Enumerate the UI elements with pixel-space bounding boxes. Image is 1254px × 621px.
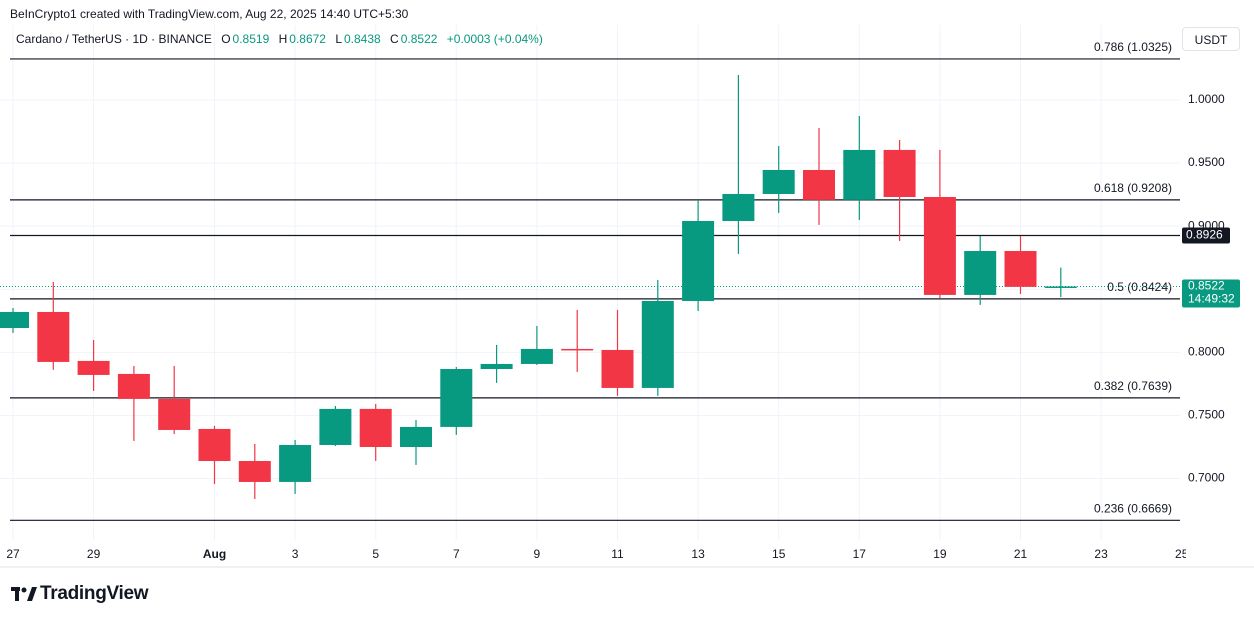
x-tick-label: 5	[372, 547, 379, 561]
candle-body	[0, 311, 29, 328]
x-tick-label: 17	[853, 547, 867, 561]
ohlc-label: C	[390, 32, 399, 46]
candle-body	[923, 197, 956, 295]
x-tick-label: 15	[772, 547, 786, 561]
y-tick-label: 0.7500	[1188, 408, 1225, 422]
ohlc-label: H	[278, 32, 288, 46]
brand-name: TradingView	[40, 583, 149, 604]
fib-label: 0.786 (1.0325)	[1094, 40, 1172, 54]
x-tick-label: 11	[611, 547, 624, 561]
y-tick-label: 1.0000	[1188, 92, 1225, 106]
candle-body	[37, 311, 70, 362]
y-tick-label: 0.9500	[1188, 155, 1225, 169]
candle-body	[1044, 286, 1077, 288]
x-tick-label: 19	[933, 547, 947, 561]
y-tick-label: 0.8000	[1188, 345, 1225, 359]
symbol: Cardano / TetherUS · 1D · BINANCE	[16, 32, 212, 46]
ohlc-label: O	[221, 32, 231, 46]
candle-body	[601, 349, 634, 388]
change: +0.0003 (+0.04%)	[446, 32, 543, 46]
x-tick-label: 29	[87, 547, 101, 561]
attribution: BeInCrypto1 created with TradingView.com…	[10, 7, 409, 21]
price-line-box	[1182, 227, 1230, 244]
candle-body	[480, 363, 513, 370]
symbol-bar: Cardano / TetherUS · 1D · BINANCE O 0.851…	[16, 32, 545, 46]
candle-body	[1004, 251, 1037, 287]
x-tick-label: 3	[292, 547, 299, 561]
fib-label: 0.618 (0.9208)	[1094, 181, 1172, 195]
candle-body	[722, 193, 755, 221]
x-tick-label: 13	[691, 547, 705, 561]
countdown-label: 14:49:32	[1188, 292, 1235, 306]
candle-body	[520, 348, 553, 364]
candle-body	[400, 426, 432, 447]
candle-body	[238, 461, 271, 482]
x-tick-label: 25	[1175, 547, 1189, 561]
candle-body	[883, 149, 916, 198]
ohlc-value: 0.8672	[289, 32, 326, 46]
x-tick-label: 27	[6, 547, 20, 561]
candle-body	[158, 398, 191, 430]
candle-body	[843, 149, 876, 200]
ohlc-value: 0.8438	[344, 32, 381, 46]
fib-label: 0.236 (0.6669)	[1094, 501, 1172, 515]
ohlc-label: L	[335, 32, 342, 46]
candle-body	[279, 444, 312, 482]
candle-body	[359, 408, 392, 447]
candle-body	[803, 169, 835, 200]
ohlc-value: 0.8522	[400, 32, 438, 46]
x-tick-label: 23	[1094, 547, 1108, 561]
fib-label: 0.382 (0.7639)	[1094, 379, 1172, 393]
candle-body	[319, 408, 352, 445]
last-price-box	[1182, 279, 1240, 308]
x-tick-label: 7	[453, 547, 460, 561]
candle-body	[440, 369, 473, 427]
price-line-label: 0.8926	[1186, 228, 1223, 242]
candle-body	[198, 428, 231, 462]
candle-body	[117, 373, 150, 399]
x-tick-label: 9	[534, 547, 541, 561]
last-price-label: 0.8522	[1188, 279, 1225, 293]
currency-button[interactable]: USDT	[1182, 27, 1240, 51]
candle-body	[682, 220, 715, 301]
x-tick-label: Aug	[203, 547, 226, 561]
candle-body	[964, 251, 997, 295]
ohlc-value: 0.8519	[232, 32, 270, 46]
brand-logo	[11, 587, 37, 601]
candle-body	[762, 169, 795, 194]
candle-body	[561, 348, 594, 351]
x-tick-label: 21	[1014, 547, 1028, 561]
candle-body	[77, 360, 110, 375]
y-tick-label: 0.7000	[1188, 471, 1225, 485]
fib-label: 0.5 (0.8424)	[1107, 280, 1172, 294]
candle-body	[641, 300, 674, 388]
